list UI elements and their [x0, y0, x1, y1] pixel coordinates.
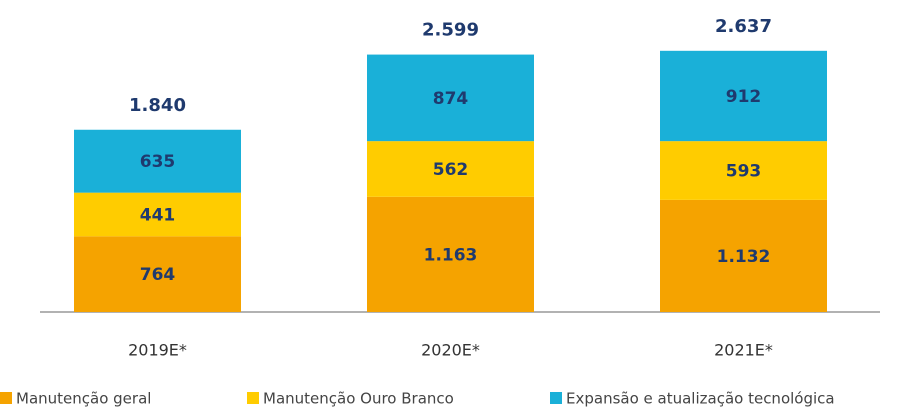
legend-label: Manutenção Ouro Branco	[263, 390, 454, 408]
legend-label: Expansão e atualização tecnológica	[566, 390, 835, 408]
bar-segment	[74, 192, 241, 237]
segment-label: 635	[140, 152, 176, 172]
segment-label: 912	[726, 87, 762, 107]
bar-segment	[74, 129, 241, 193]
bar-segment	[660, 50, 827, 142]
total-label: 2.637	[715, 16, 772, 37]
legend-swatch	[550, 392, 562, 404]
legend-swatch	[0, 392, 12, 404]
x-tick-label: 2021E*	[714, 341, 773, 360]
bar-segment	[660, 141, 827, 200]
segment-label: 441	[140, 205, 176, 225]
segment-label: 593	[726, 162, 762, 182]
x-tick-label: 2020E*	[421, 341, 480, 360]
legend-label: Manutenção geral	[16, 390, 151, 408]
bar-segment	[660, 199, 827, 312]
segment-label: 1.163	[424, 245, 478, 265]
segment-label: 562	[433, 160, 469, 180]
bar-segment	[367, 141, 534, 197]
legend-swatch	[247, 392, 259, 404]
total-label: 2.599	[422, 20, 479, 41]
total-label: 1.840	[129, 95, 186, 116]
x-tick-label: 2019E*	[128, 341, 187, 360]
bar-segment	[367, 196, 534, 312]
segment-label: 764	[140, 265, 176, 285]
segment-label: 1.132	[717, 247, 771, 267]
segment-label: 874	[433, 89, 469, 109]
bar-segment	[367, 54, 534, 142]
bar-segment	[74, 236, 241, 312]
